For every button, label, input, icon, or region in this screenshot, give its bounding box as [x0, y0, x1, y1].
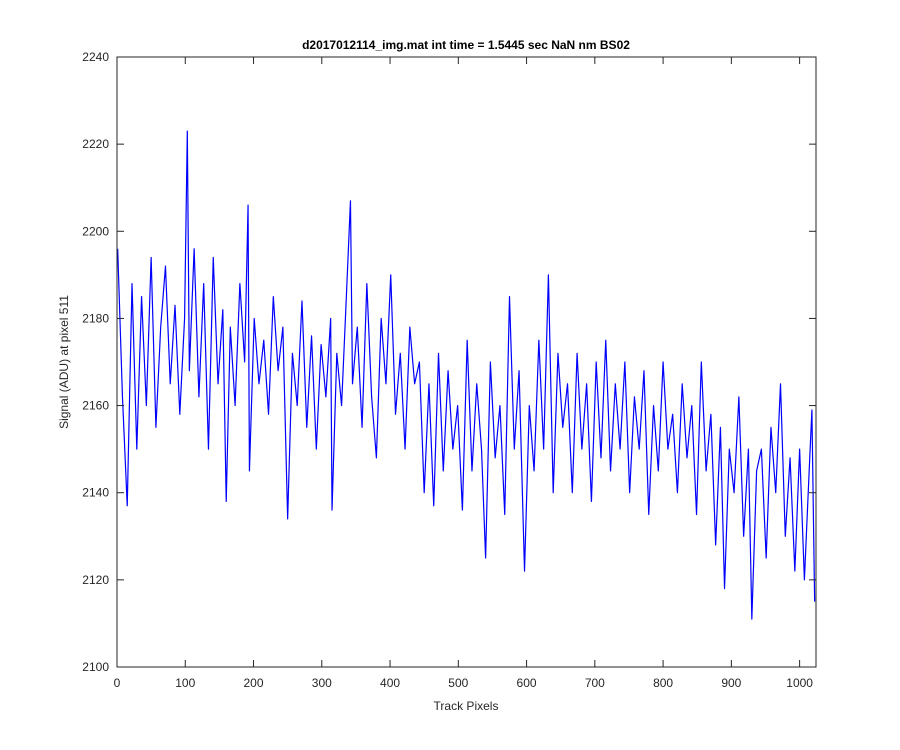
x-tick-label: 300 [312, 676, 332, 690]
y-axis-label: Signal (ADU) at pixel 511 [57, 295, 71, 429]
y-tick-label: 2240 [82, 50, 109, 64]
x-tick-label: 0 [114, 676, 121, 690]
x-tick-label: 600 [517, 676, 537, 690]
x-tick-label: 900 [721, 676, 741, 690]
x-tick-label: 400 [380, 676, 400, 690]
y-tick-label: 2100 [82, 660, 109, 674]
x-tick-label: 800 [653, 676, 673, 690]
y-tick-label: 2180 [82, 311, 109, 325]
x-tick-label: 500 [448, 676, 468, 690]
y-tick-label: 2220 [82, 137, 109, 151]
data-line [117, 130, 816, 620]
x-axis-label: Track Pixels [434, 699, 499, 713]
x-tick-label: 1000 [786, 676, 813, 690]
x-tick-label: 700 [585, 676, 605, 690]
y-tick-label: 2140 [82, 486, 109, 500]
x-tick-label: 200 [244, 676, 264, 690]
axes-box [116, 56, 817, 668]
y-tick-label: 2200 [82, 224, 109, 238]
y-tick-label: 2120 [82, 573, 109, 587]
chart-title: d2017012114_img.mat int time = 1.5445 se… [302, 38, 630, 52]
y-tick-label: 2160 [82, 399, 109, 413]
x-tick-label: 100 [175, 676, 195, 690]
